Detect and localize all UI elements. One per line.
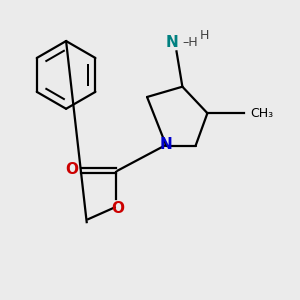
Text: CH₃: CH₃ <box>250 107 273 120</box>
Text: –H: –H <box>182 36 198 49</box>
Text: O: O <box>111 201 124 216</box>
Text: N: N <box>160 136 172 152</box>
Text: H: H <box>200 29 209 42</box>
Text: O: O <box>65 162 79 177</box>
Text: N: N <box>166 35 178 50</box>
